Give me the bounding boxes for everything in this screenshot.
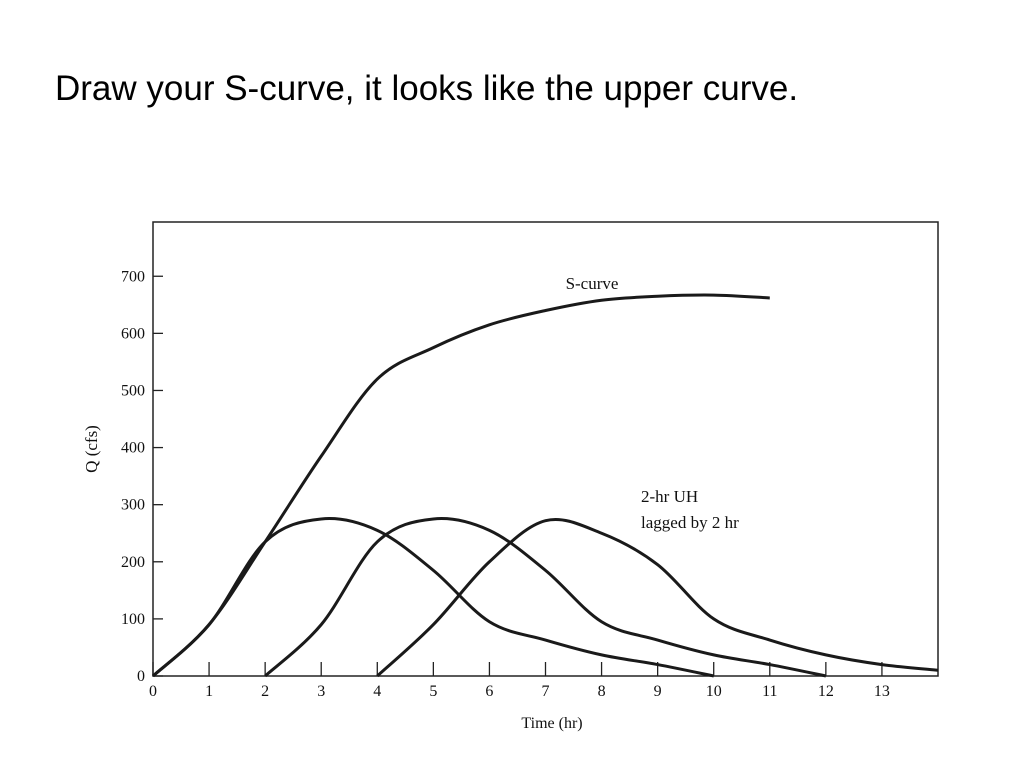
x-tick-label: 4 [373,683,381,700]
y-tick-label: 300 [121,497,145,514]
x-tick-label: 10 [706,683,722,700]
y-tick-label: 500 [121,382,145,399]
slide-title: Draw your S-curve, it looks like the upp… [55,69,798,108]
x-tick-label: 1 [205,683,213,700]
x-tick-label: 3 [317,683,325,700]
x-tick-label: 2 [261,683,269,700]
x-tick-label: 8 [598,683,606,700]
x-tick-label: 11 [762,683,777,700]
series-line [264,517,827,678]
y-tick-label: 600 [121,325,145,342]
annotation: lagged by 2 hr [641,513,739,532]
x-tick-label: 13 [874,683,890,700]
x-tick-label: 9 [654,683,662,700]
y-tick-label: 700 [121,268,145,285]
annotation: S-curve [566,274,619,293]
x-tick-label: 7 [542,683,550,700]
x-tick-label: 5 [429,683,437,700]
series-line [151,517,715,678]
annotation: 2-hr UH [641,487,698,506]
plot-frame [152,221,939,677]
y-tick-label: 100 [121,611,145,628]
y-tick-label: 400 [121,440,145,457]
y-axis-label: Q (cfs) [82,425,101,473]
x-axis-label: Time (hr) [521,715,582,732]
x-tick-label: 6 [485,683,493,700]
y-tick-label: 0 [137,668,145,685]
x-tick-label: 12 [818,683,834,700]
y-tick-label: 200 [121,554,145,571]
x-tick-label: 0 [149,683,157,700]
series-line [151,293,770,678]
series-line [376,518,939,678]
